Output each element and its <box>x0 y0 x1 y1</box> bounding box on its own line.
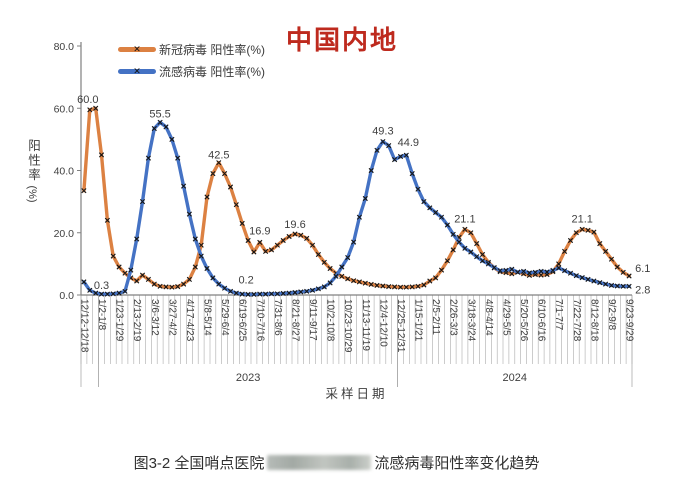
x-axis-title: 采样日期 <box>325 386 387 401</box>
flu-series-line <box>82 120 631 297</box>
x-tick-label: 4/8-4/14 <box>483 299 494 336</box>
year-label: 2023 <box>236 372 260 384</box>
x-tick-label: 10/2-10/8 <box>325 299 336 342</box>
covid-line-swatch: ✕ <box>118 41 156 57</box>
x-tick-label: 2/26-3/3 <box>448 299 459 336</box>
x-tick-label: 7/22-7/28 <box>571 299 582 342</box>
x-tick-label: 10/23-10/29 <box>342 299 353 353</box>
x-tick-label: 1/15-1/21 <box>413 299 424 342</box>
data-label: 0.2 <box>238 274 253 286</box>
data-label: 42.5 <box>208 150 229 162</box>
caption-prefix: 图3-2 全国哨点医院 <box>133 455 265 472</box>
legend-label-covid: 新冠病毒 阳性率(%) <box>159 42 265 57</box>
x-tick-label: 12/12-12/18 <box>78 299 89 353</box>
data-label: 6.1 <box>635 263 650 275</box>
x-tick-label: 9/2-9/8 <box>606 299 617 331</box>
data-label: 21.1 <box>454 213 475 225</box>
y-axis-title: 阳性率 <box>26 139 40 183</box>
x-tick-label: 1/23-1/29 <box>114 299 125 342</box>
covid-series-line <box>82 106 631 289</box>
covid-line-sample <box>118 47 156 52</box>
figure-caption: 图3-2 全国哨点医院 流感病毒阳性率变化趋势 <box>0 452 673 476</box>
x-tick-label: 6/10-6/16 <box>536 299 547 342</box>
chart-title: 中国内地 <box>286 25 399 55</box>
x-tick-label: 5/29-6/4 <box>219 299 230 336</box>
x-tick-label: 12/25-12/31 <box>395 299 406 353</box>
y-axis-unit: (%) <box>26 185 38 203</box>
y-tick-label: 20.0 <box>54 228 75 240</box>
x-tick-label: 7/31-8/6 <box>272 299 283 336</box>
x-tick-label: 3/27-4/2 <box>166 299 177 336</box>
x-tick-label: 4/29-5/5 <box>501 299 512 336</box>
data-label: 55.5 <box>149 108 170 120</box>
x-tick-label: 11/13-11/19 <box>360 299 371 351</box>
x-tick-label: 5/8-5/14 <box>202 299 213 336</box>
data-label: 2.8 <box>635 284 650 296</box>
x-marker-icon: ✕ <box>133 66 141 76</box>
x-tick-label: 5/20-5/26 <box>518 299 529 342</box>
y-tick-label: 60.0 <box>54 103 75 115</box>
y-tick-label: 80.0 <box>54 41 75 53</box>
y-tick-label: 40.0 <box>54 166 75 178</box>
flu-line-sample <box>118 69 156 74</box>
x-tick-label: 2/13-2/19 <box>131 299 142 342</box>
data-label: 0.3 <box>94 280 109 292</box>
flu-line-swatch: ✕ <box>118 63 156 79</box>
flu-point-markers <box>81 119 632 297</box>
x-tick-label: 3/18-3/24 <box>465 299 476 342</box>
legend-item-covid: ✕ 新冠病毒 阳性率(%) <box>118 41 265 57</box>
x-tick-label: 7/1-7/7 <box>553 299 564 331</box>
legend: ✕ 新冠病毒 阳性率(%) ✕ 流感病毒 阳性率(%) <box>118 41 265 79</box>
caption-suffix: 流感病毒阳性率变化趋势 <box>374 455 540 472</box>
year-label: 2024 <box>503 372 527 384</box>
data-label: 49.3 <box>372 126 393 138</box>
x-tick-label: 7/10-7/16 <box>254 299 265 342</box>
data-label: 60.0 <box>77 94 98 106</box>
x-tick-label: 12/4-12/10 <box>377 299 388 347</box>
x-marker-icon: ✕ <box>133 44 141 54</box>
x-tick-label: 9/23-9/29 <box>624 299 635 342</box>
x-tick-label: 4/17-4/23 <box>184 299 195 342</box>
covid-point-markers <box>81 105 632 290</box>
caption-redacted-smudge <box>267 455 372 470</box>
data-label: 21.1 <box>571 213 592 225</box>
x-tick-label: 3/6-3/12 <box>149 299 160 336</box>
x-tick-label: 8/12-8/18 <box>588 299 599 342</box>
x-tick-label: 1/2-1/8 <box>96 299 107 331</box>
x-tick-label: 6/19-6/25 <box>237 299 248 342</box>
y-tick-label: 0.0 <box>59 290 74 302</box>
legend-item-flu: ✕ 流感病毒 阳性率(%) <box>118 63 265 79</box>
x-tick-label: 2/5-2/11 <box>430 299 441 335</box>
chart-canvas: 0.0 20.0 40.0 60.0 80.0 12/12-12/18 1/2-1/8 1/2… <box>54 41 651 401</box>
data-label: 44.9 <box>398 137 419 149</box>
data-label: 19.6 <box>284 219 305 231</box>
data-label: 16.9 <box>249 225 270 237</box>
x-tick-label: 9/11-9/17 <box>307 299 318 341</box>
legend-label-flu: 流感病毒 阳性率(%) <box>159 64 265 79</box>
x-tick-label: 8/21-8/27 <box>290 299 301 342</box>
